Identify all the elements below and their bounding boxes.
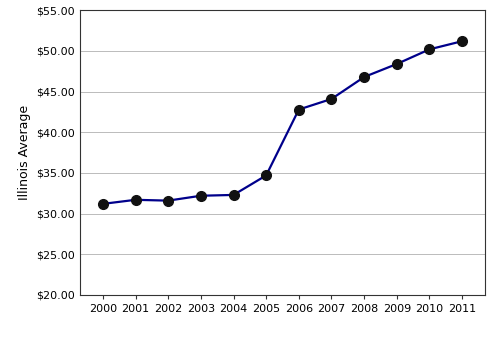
- Y-axis label: Illinois Average: Illinois Average: [18, 105, 31, 200]
